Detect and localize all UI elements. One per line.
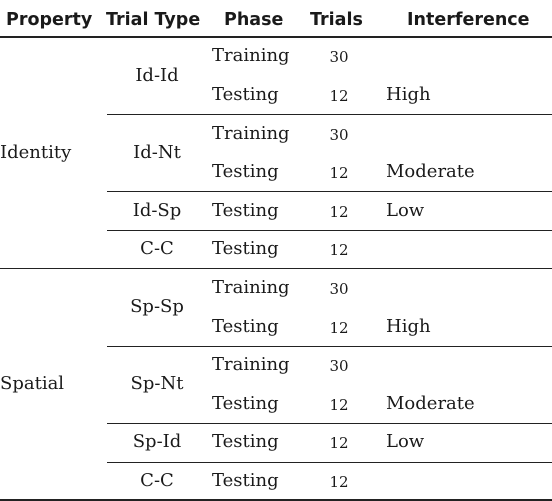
phase-cell: Testing: [212, 199, 279, 221]
trial-type-cell: Id-Nt: [133, 141, 181, 163]
header-trial-type: Trial Type: [106, 10, 201, 30]
interference-cell: Moderate: [386, 161, 475, 183]
trial-type-cell: Sp-Id: [132, 431, 182, 453]
trial-type-cell: Id-Id: [135, 64, 179, 86]
group-rule: [0, 499, 552, 501]
trial-type-cell: Sp-Nt: [130, 373, 184, 395]
trials-cell: 30: [329, 279, 349, 298]
group-rule: [0, 267, 552, 270]
trials-cell: 12: [329, 164, 349, 183]
trials-cell: 12: [329, 434, 349, 453]
trials-cell: 12: [329, 241, 349, 260]
header-property: Property: [6, 10, 93, 30]
header-rule: [0, 36, 552, 38]
phase-cell: Training: [212, 122, 290, 144]
phase-cell: Training: [212, 276, 290, 298]
phase-cell: Testing: [212, 83, 279, 105]
trial-type-cell: C-C: [140, 238, 174, 260]
phase-cell: Testing: [212, 315, 279, 337]
header-phase: Phase: [224, 10, 284, 30]
subgroup-rule: [107, 230, 552, 231]
trials-cell: 12: [329, 86, 349, 105]
interference-cell: High: [386, 83, 431, 105]
subgroup-rule: [107, 345, 552, 347]
phase-cell: Testing: [212, 392, 279, 414]
trial-type-cell: Sp-Sp: [130, 296, 184, 318]
trials-cell: 12: [329, 202, 349, 221]
header-interference: Interference: [407, 10, 530, 30]
phase-cell: Testing: [212, 238, 279, 260]
trials-cell: 30: [329, 48, 349, 67]
subgroup-rule: [107, 461, 552, 463]
phase-cell: Testing: [212, 431, 279, 453]
trial-type-cell: Id-Sp: [132, 199, 182, 221]
trials-cell: 12: [329, 395, 349, 414]
trials-cell: 12: [329, 472, 349, 491]
trials-cell: 30: [329, 357, 349, 376]
trials-cell: 30: [329, 125, 349, 144]
property-cell: Identity: [0, 141, 72, 163]
phase-cell: Training: [212, 45, 290, 67]
subgroup-rule: [107, 114, 552, 116]
subgroup-rule: [107, 191, 552, 193]
header-trials: Trials: [310, 10, 363, 30]
interference-cell: Moderate: [386, 392, 475, 414]
subgroup-rule: [107, 423, 552, 424]
trials-cell: 12: [329, 318, 349, 337]
phase-cell: Testing: [212, 161, 279, 183]
phase-cell: Training: [212, 354, 290, 376]
phase-cell: Testing: [212, 469, 279, 491]
interference-cell: Low: [386, 199, 425, 221]
property-cell: Spatial: [0, 373, 65, 395]
interference-cell: High: [386, 315, 431, 337]
interference-cell: Low: [386, 431, 425, 453]
trial-type-cell: C-C: [140, 469, 174, 491]
